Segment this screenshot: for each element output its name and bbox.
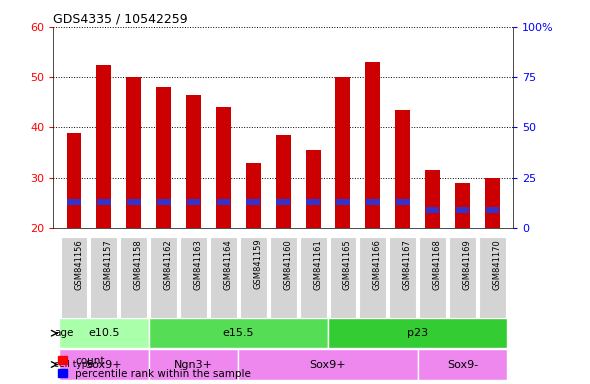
- FancyBboxPatch shape: [59, 349, 149, 379]
- Text: GSM841158: GSM841158: [134, 239, 143, 290]
- FancyBboxPatch shape: [330, 237, 356, 318]
- Text: GSM841170: GSM841170: [493, 239, 502, 290]
- Bar: [486, 207, 499, 213]
- Bar: [156, 87, 171, 228]
- Bar: [365, 62, 381, 228]
- Text: GSM841157: GSM841157: [104, 239, 113, 290]
- FancyBboxPatch shape: [59, 318, 149, 348]
- Bar: [246, 163, 261, 228]
- FancyBboxPatch shape: [149, 318, 328, 348]
- Bar: [455, 207, 470, 213]
- Bar: [336, 77, 350, 228]
- Text: GSM841156: GSM841156: [74, 239, 83, 290]
- FancyBboxPatch shape: [419, 237, 446, 318]
- Bar: [186, 199, 201, 205]
- Text: cell type: cell type: [54, 360, 93, 369]
- Text: Sox9+: Sox9+: [86, 359, 122, 369]
- Text: GSM841160: GSM841160: [283, 239, 292, 290]
- Text: GSM841164: GSM841164: [224, 239, 232, 290]
- Legend: count, percentile rank within the sample: count, percentile rank within the sample: [58, 356, 251, 379]
- FancyBboxPatch shape: [359, 237, 386, 318]
- Bar: [336, 199, 350, 205]
- Bar: [366, 199, 380, 205]
- FancyBboxPatch shape: [449, 237, 476, 318]
- Bar: [426, 207, 440, 213]
- Text: Sox9+: Sox9+: [310, 359, 346, 369]
- FancyBboxPatch shape: [418, 349, 507, 379]
- Text: Ngn3+: Ngn3+: [174, 359, 213, 369]
- Bar: [425, 170, 440, 228]
- FancyBboxPatch shape: [210, 237, 237, 318]
- FancyBboxPatch shape: [328, 318, 507, 348]
- FancyBboxPatch shape: [90, 237, 117, 318]
- Bar: [216, 108, 231, 228]
- Bar: [306, 199, 320, 205]
- Text: GSM841165: GSM841165: [343, 239, 352, 290]
- Text: GSM841169: GSM841169: [463, 239, 471, 290]
- Bar: [306, 150, 320, 228]
- Text: GSM841168: GSM841168: [432, 239, 442, 290]
- Text: e15.5: e15.5: [222, 328, 254, 338]
- FancyBboxPatch shape: [149, 349, 238, 379]
- FancyBboxPatch shape: [240, 237, 267, 318]
- FancyBboxPatch shape: [180, 237, 207, 318]
- Bar: [395, 110, 410, 228]
- Bar: [186, 95, 201, 228]
- Bar: [127, 199, 140, 205]
- Text: Sox9-: Sox9-: [447, 359, 478, 369]
- FancyBboxPatch shape: [120, 237, 148, 318]
- Bar: [67, 132, 81, 228]
- FancyBboxPatch shape: [238, 349, 418, 379]
- FancyBboxPatch shape: [300, 237, 326, 318]
- Text: GSM841163: GSM841163: [194, 239, 202, 290]
- Bar: [396, 199, 409, 205]
- Bar: [96, 65, 112, 228]
- Text: GSM841161: GSM841161: [313, 239, 322, 290]
- Text: GDS4335 / 10542259: GDS4335 / 10542259: [53, 13, 188, 26]
- FancyBboxPatch shape: [150, 237, 177, 318]
- FancyBboxPatch shape: [270, 237, 297, 318]
- FancyBboxPatch shape: [61, 237, 87, 318]
- Text: p23: p23: [407, 328, 428, 338]
- Bar: [455, 183, 470, 228]
- FancyBboxPatch shape: [389, 237, 416, 318]
- Bar: [276, 199, 290, 205]
- Text: GSM841159: GSM841159: [253, 239, 263, 290]
- Bar: [276, 135, 291, 228]
- Text: e10.5: e10.5: [88, 328, 120, 338]
- Bar: [157, 199, 171, 205]
- Bar: [247, 199, 260, 205]
- Bar: [67, 199, 81, 205]
- Bar: [126, 77, 141, 228]
- Bar: [217, 199, 230, 205]
- Text: GSM841162: GSM841162: [163, 239, 173, 290]
- Bar: [485, 178, 500, 228]
- FancyBboxPatch shape: [479, 237, 506, 318]
- Text: age: age: [54, 328, 73, 338]
- Text: GSM841166: GSM841166: [373, 239, 382, 290]
- Bar: [97, 199, 111, 205]
- Text: GSM841167: GSM841167: [403, 239, 412, 290]
